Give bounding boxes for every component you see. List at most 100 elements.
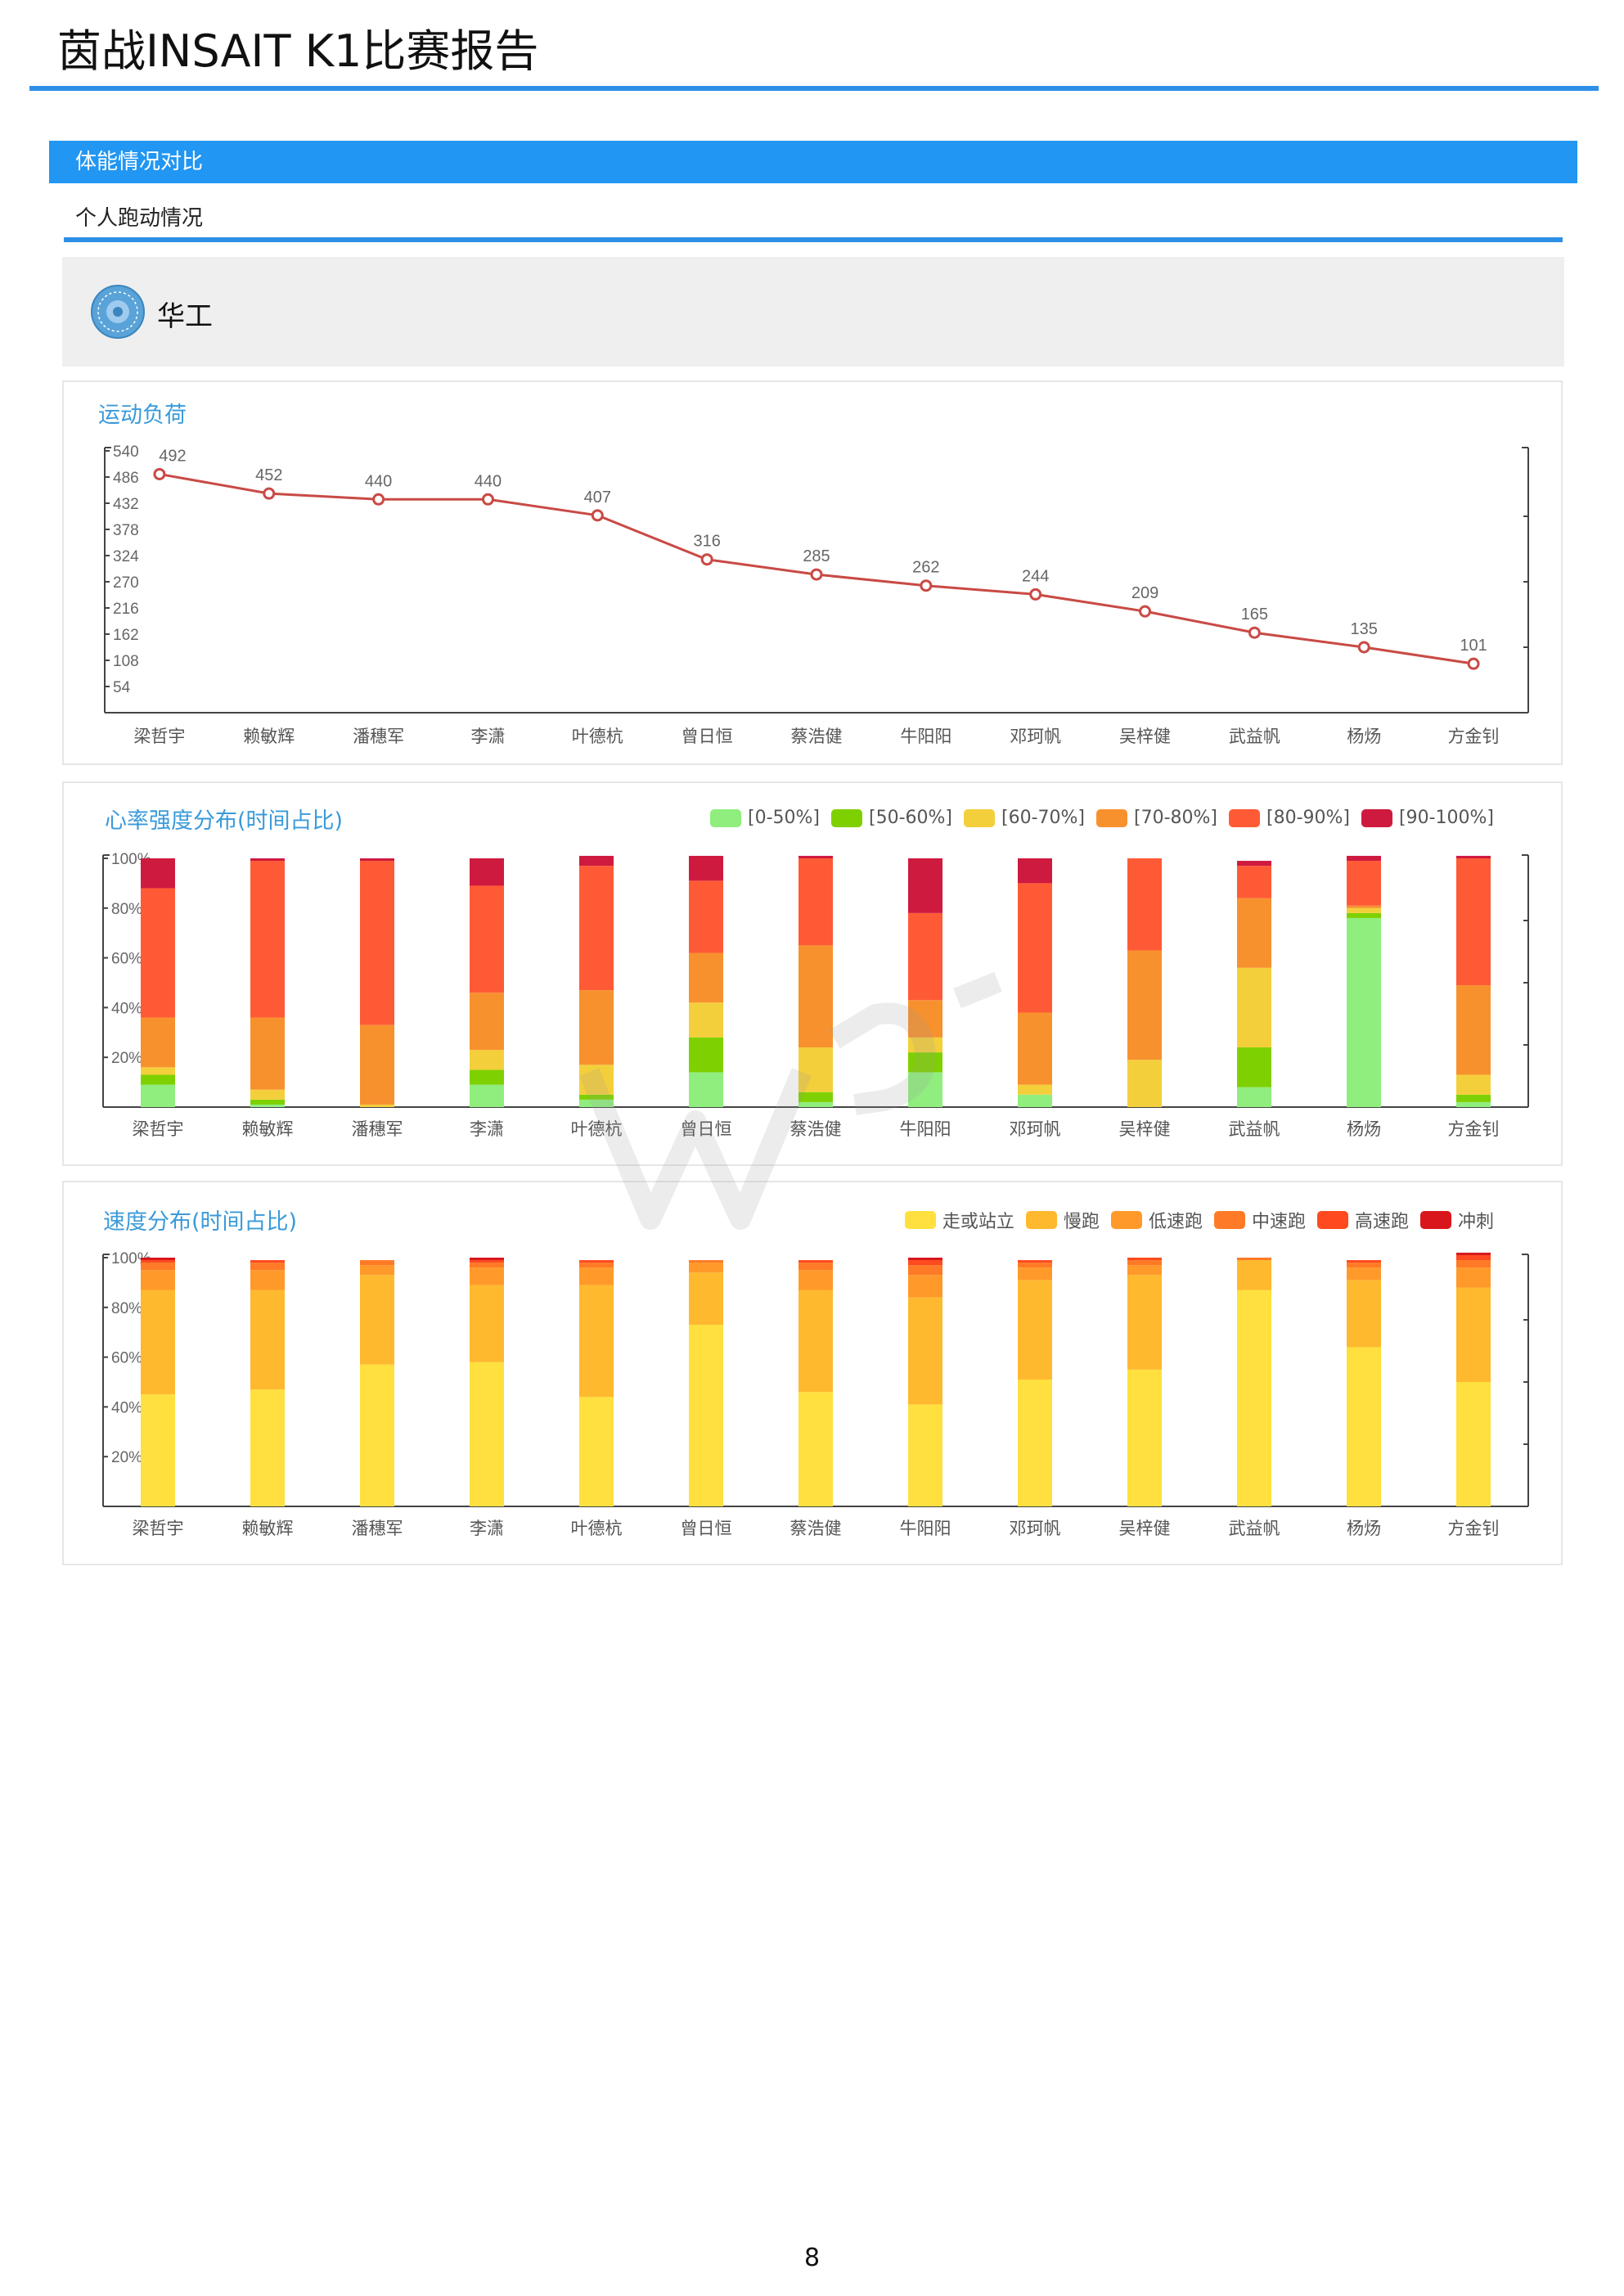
bar-segment xyxy=(579,1065,614,1095)
bar-segment xyxy=(250,1017,285,1090)
legend-item[interactable]: [70-80%] xyxy=(1096,808,1217,828)
y-tick-label: 54 xyxy=(113,679,131,696)
bar-segment xyxy=(1127,1265,1162,1276)
bar-segment xyxy=(689,1272,723,1326)
bar-segment xyxy=(689,1037,723,1073)
x-tick-label: 梁哲宇 xyxy=(133,1119,184,1139)
bar-segment xyxy=(579,1099,614,1107)
x-tick-label: 李潇 xyxy=(470,1519,504,1538)
bar-segment xyxy=(689,1260,723,1263)
legend-item[interactable]: 低速跑 xyxy=(1110,1207,1203,1233)
bar-segment xyxy=(579,1260,614,1263)
legend-swatch xyxy=(964,808,995,827)
x-tick-label: 潘穗军 xyxy=(352,1519,403,1538)
bar-segment xyxy=(250,858,285,862)
bar-segment xyxy=(908,1000,942,1038)
legend-item[interactable]: [60-70%] xyxy=(964,808,1085,828)
bar-segment xyxy=(360,1260,394,1266)
data-point xyxy=(1248,626,1261,639)
document-title: 茵战INSAIT K1比赛报告 xyxy=(57,25,539,77)
bar-segment xyxy=(1456,855,1491,858)
data-label: 440 xyxy=(475,472,502,490)
bar-segment xyxy=(1018,1263,1052,1268)
bar-segment xyxy=(1347,1267,1381,1281)
bar-segment xyxy=(908,1260,942,1266)
bar-segment xyxy=(141,1074,175,1085)
x-tick-label: 方金钊 xyxy=(1448,1519,1500,1538)
bar-segment xyxy=(1127,1275,1162,1370)
legend-item[interactable]: 冲刺 xyxy=(1419,1207,1494,1233)
bar-segment xyxy=(1347,907,1381,913)
data-label: 407 xyxy=(584,488,611,506)
x-tick-label: 邓珂帆 xyxy=(1010,1519,1061,1538)
bar-segment xyxy=(908,1258,942,1261)
bar-segment xyxy=(1127,1369,1162,1506)
legend-item[interactable]: [0-50%] xyxy=(710,808,820,828)
bar-segment xyxy=(141,1017,175,1068)
x-tick-label: 叶德杭 xyxy=(571,1519,623,1538)
data-label: 209 xyxy=(1131,584,1158,602)
x-tick-label: 杨炀 xyxy=(1347,1119,1381,1139)
bar-segment xyxy=(689,952,723,1003)
legend-label: [70-80%] xyxy=(1134,808,1217,828)
bar-segment xyxy=(1018,1379,1052,1506)
bar-segment xyxy=(250,861,285,1018)
legend-item[interactable]: [90-100%] xyxy=(1361,808,1494,828)
bar-segment xyxy=(141,1270,175,1290)
bar-segment xyxy=(470,1084,504,1107)
legend-label: [0-50%] xyxy=(748,808,820,828)
y-tick-label: 324 xyxy=(113,548,139,565)
legend-label: [50-60%] xyxy=(869,808,952,828)
legend-label: 冲刺 xyxy=(1457,1212,1494,1232)
bar-segment xyxy=(1347,1347,1381,1506)
bar-segment xyxy=(799,1290,833,1393)
bar-segment xyxy=(799,1263,833,1271)
bar-segment xyxy=(470,1069,504,1085)
bar-segment xyxy=(908,1265,942,1276)
bar-segment xyxy=(908,858,942,913)
bar-segment xyxy=(1018,1280,1052,1380)
legend-item[interactable]: 走或站立 xyxy=(904,1207,1014,1233)
legend-label: 慢跑 xyxy=(1063,1212,1100,1232)
legend-item[interactable]: [80-90%] xyxy=(1229,808,1350,828)
bar-segment xyxy=(799,1092,833,1102)
y-tick-label: 216 xyxy=(113,601,139,618)
bar-segment xyxy=(579,866,614,991)
y-tick-label: 432 xyxy=(113,496,139,513)
bar-segment xyxy=(1237,967,1271,1048)
legend-label: 走或站立 xyxy=(942,1212,1014,1232)
legend-item[interactable]: [50-60%] xyxy=(831,808,952,828)
bar-segment xyxy=(1456,1382,1491,1506)
bar-segment xyxy=(1127,1258,1162,1261)
bar-segment xyxy=(141,858,175,889)
bar-segment xyxy=(470,885,504,993)
x-tick-label: 潘穗军 xyxy=(353,727,404,746)
y-tick-label: 270 xyxy=(113,574,139,592)
data-point xyxy=(810,568,823,581)
data-label: 262 xyxy=(912,559,939,577)
x-tick-label: 曾日恒 xyxy=(681,1119,732,1139)
bar-segment xyxy=(360,861,394,1025)
legend-item[interactable]: 慢跑 xyxy=(1025,1207,1100,1233)
data-point xyxy=(372,493,385,506)
bar-segment xyxy=(689,880,723,953)
x-tick-label: 叶德杭 xyxy=(571,1119,623,1139)
x-tick-label: 赖敏辉 xyxy=(242,1119,294,1139)
bar-segment xyxy=(360,858,394,862)
data-label: 452 xyxy=(255,466,282,484)
bar-segment xyxy=(799,1392,833,1506)
x-tick-label: 武益帆 xyxy=(1229,727,1280,746)
bar-segment xyxy=(579,855,614,867)
y-tick-label: 486 xyxy=(113,470,139,487)
bar-segment xyxy=(1018,1012,1052,1085)
page-number: 8 xyxy=(803,2244,821,2272)
bar-segment xyxy=(1456,1287,1491,1382)
legend-item[interactable]: 高速跑 xyxy=(1316,1207,1409,1233)
bar-segment xyxy=(579,1094,614,1100)
bar-segment xyxy=(141,1263,175,1271)
bar-segment xyxy=(250,1089,285,1100)
y-tick-label: 162 xyxy=(113,627,139,644)
legend-item[interactable]: 中速跑 xyxy=(1213,1207,1306,1233)
bar-segment xyxy=(1018,883,1052,1013)
bar-segment xyxy=(470,1267,504,1285)
